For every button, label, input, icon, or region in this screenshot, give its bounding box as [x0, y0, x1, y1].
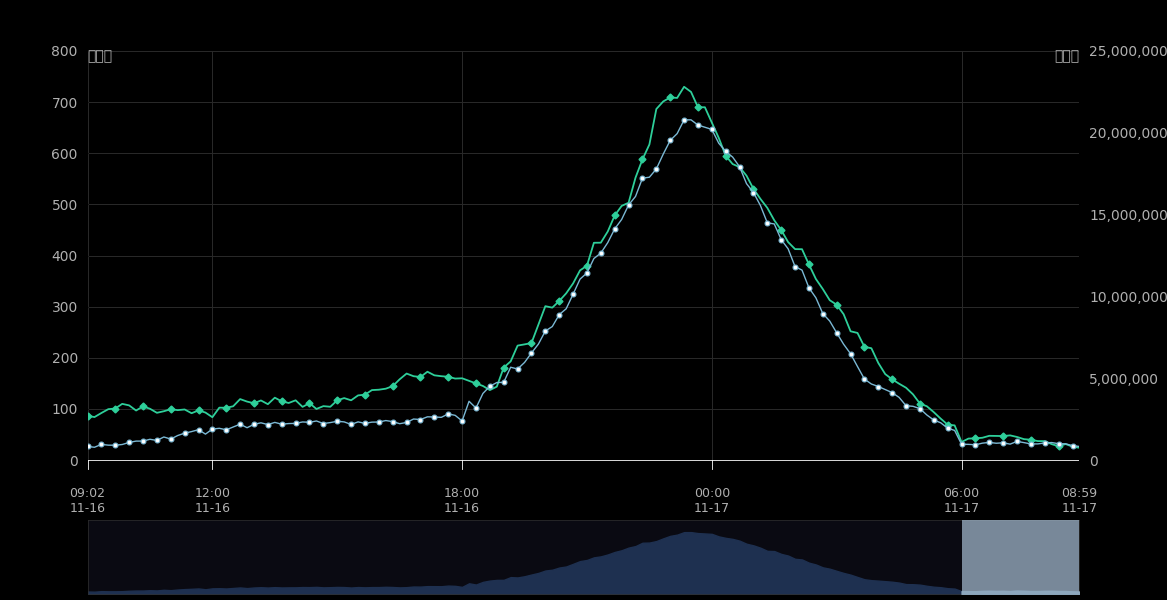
- Text: 直播中: 直播中: [88, 49, 113, 63]
- Text: 09:02
11-16: 09:02 11-16: [70, 487, 105, 515]
- Bar: [962, 520, 1079, 594]
- Text: 总人气: 总人气: [1054, 49, 1079, 63]
- Text: 00:00
11-17: 00:00 11-17: [693, 487, 729, 515]
- Legend: 直播中, 总人气: 直播中, 总人气: [499, 0, 668, 1]
- Text: 06:00
11-17: 06:00 11-17: [943, 487, 979, 515]
- Text: 08:59
11-17: 08:59 11-17: [1062, 487, 1097, 515]
- Text: 12:00
11-16: 12:00 11-16: [195, 487, 230, 515]
- Text: 18:00
11-16: 18:00 11-16: [445, 487, 480, 515]
